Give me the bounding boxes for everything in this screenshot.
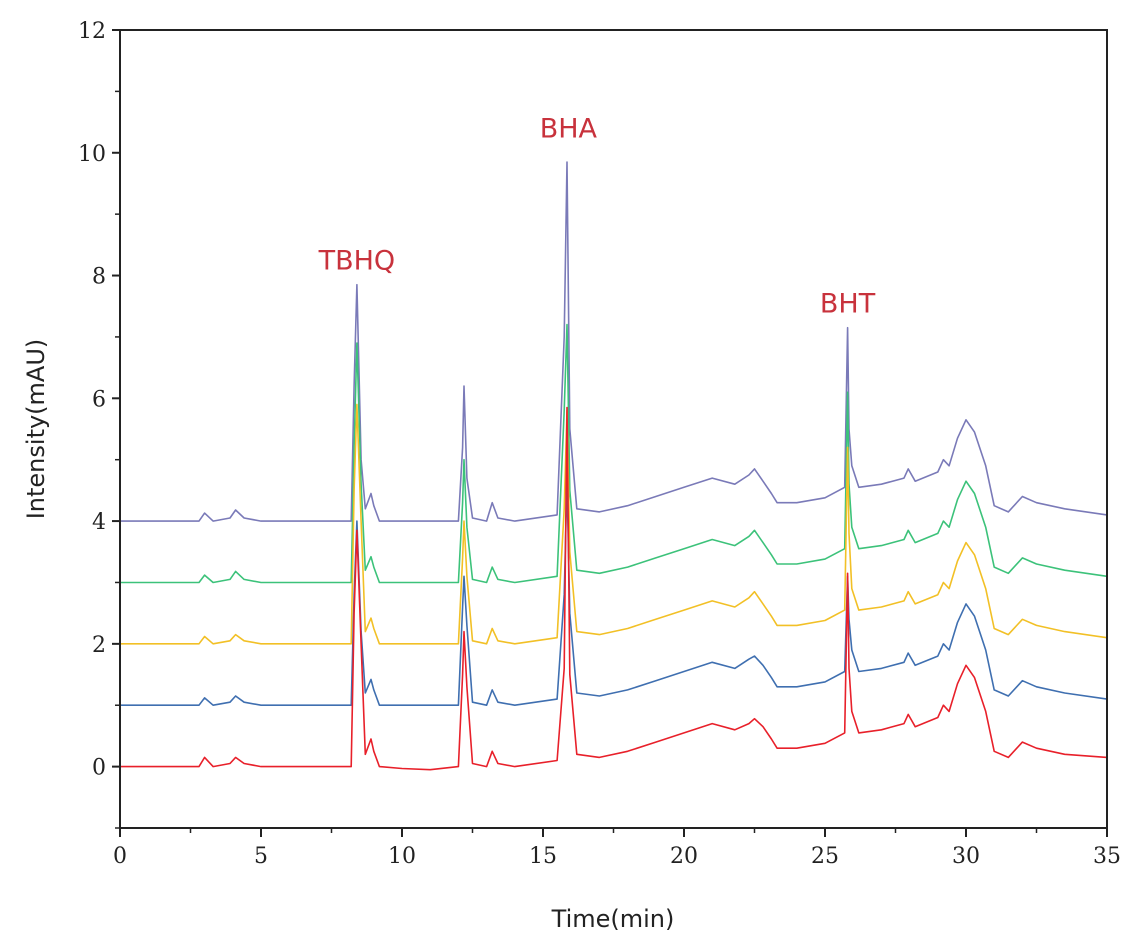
x-tick-label: 30	[952, 844, 980, 869]
y-tick-label: 2	[92, 633, 106, 658]
x-tick-label: 15	[529, 844, 557, 869]
y-tick-label: 12	[78, 19, 106, 44]
series-line-3	[120, 403, 1108, 645]
x-tick-label: 5	[254, 844, 268, 869]
x-tick-label: 0	[113, 844, 127, 869]
y-tick-label: 10	[78, 142, 106, 167]
peak-label-tbhq: TBHQ	[318, 245, 396, 276]
series-line-1	[120, 406, 1108, 771]
x-tick-label: 35	[1093, 844, 1121, 869]
y-axis-title: Intensity(mAU)	[22, 339, 50, 520]
x-tick-label: 20	[670, 844, 698, 869]
series-line-4	[120, 323, 1108, 584]
y-tick-label: 0	[92, 756, 106, 781]
y-tick-label: 4	[92, 510, 106, 535]
series-line-2	[120, 480, 1108, 707]
series-line-5	[120, 161, 1108, 522]
x-tick-label: 10	[388, 844, 416, 869]
x-axis-title: Time(min)	[551, 905, 675, 933]
series-layer	[120, 161, 1108, 771]
y-tick-label: 8	[92, 265, 106, 290]
x-tick-label: 25	[811, 844, 839, 869]
annotation-layer: TBHQ BHA BHT	[318, 113, 876, 319]
plot-frame	[119, 29, 1108, 829]
ticks-layer: 0 5 10 15 20 25 30 35 0 2 4 6 8 10 12	[78, 19, 1121, 869]
y-tick-label: 6	[92, 387, 106, 412]
peak-label-bht: BHT	[820, 288, 876, 319]
peak-label-bha: BHA	[540, 113, 598, 144]
